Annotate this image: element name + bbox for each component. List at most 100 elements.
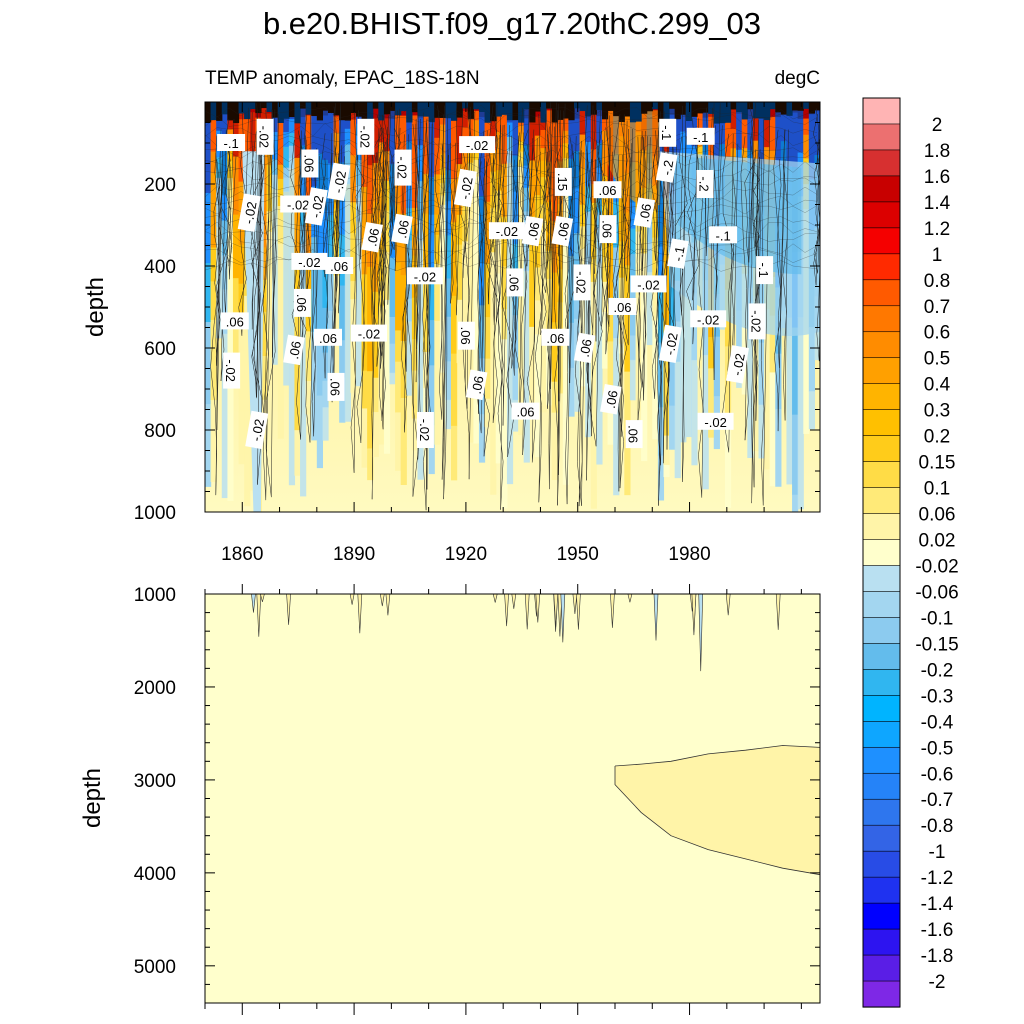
field-cell xyxy=(685,116,693,139)
field-cell xyxy=(255,102,262,114)
field-cell xyxy=(423,102,430,117)
field-cell xyxy=(501,309,508,340)
contour-line xyxy=(406,123,419,497)
field-cell xyxy=(473,110,480,121)
y-tick-label: 3000 xyxy=(134,771,176,792)
field-cell xyxy=(311,102,318,117)
field-cell xyxy=(808,102,816,114)
contour-line xyxy=(269,113,279,358)
field-cell xyxy=(300,225,307,245)
contour-line xyxy=(321,133,333,379)
field-cell xyxy=(333,307,340,342)
field-cell xyxy=(506,162,514,485)
y-tick-label: 4000 xyxy=(134,864,176,885)
contour-label-box xyxy=(245,410,269,450)
field-cell xyxy=(473,129,480,141)
colorbar-swatch xyxy=(862,253,901,281)
colorbar-swatch xyxy=(862,695,901,722)
field-cell xyxy=(557,102,564,120)
field-cell xyxy=(305,115,312,165)
contour-line xyxy=(376,127,385,369)
contour-line xyxy=(813,108,820,286)
colorbar-swatch xyxy=(862,175,901,203)
field-cell xyxy=(283,191,290,386)
field-cell xyxy=(792,327,799,416)
field-cell xyxy=(428,214,435,283)
field-cell xyxy=(451,425,458,481)
contour-label-text: .06 xyxy=(626,425,641,443)
field-cell xyxy=(529,216,536,288)
x-tick-label: 1860 xyxy=(221,544,263,565)
field-cell xyxy=(724,413,732,508)
contour-label: -.02 xyxy=(223,352,241,389)
colorbar-frame xyxy=(862,97,901,1008)
contour-label: -.02 xyxy=(748,303,766,340)
field-cell xyxy=(529,287,536,328)
field-cell xyxy=(803,142,810,159)
contour-label-text: .06 xyxy=(364,227,382,247)
field-cell xyxy=(674,102,681,120)
field-cell xyxy=(294,366,301,431)
contour-line xyxy=(210,153,221,496)
contour-label: -.02 xyxy=(453,168,477,208)
contour-label: .06 xyxy=(541,328,570,346)
contour-label: -.02 xyxy=(406,267,443,285)
contour-label-text: .06 xyxy=(294,294,309,312)
field-cell xyxy=(641,102,648,114)
contour-label-text: -.02 xyxy=(241,200,260,225)
field-cell xyxy=(708,368,715,405)
contour-label-box xyxy=(658,324,682,364)
contour-line xyxy=(378,141,388,430)
field-cell xyxy=(445,361,452,401)
field-cell xyxy=(652,210,659,238)
field-cell xyxy=(221,333,228,499)
field-cell xyxy=(305,331,312,382)
contour-line xyxy=(636,136,643,422)
field-cell xyxy=(277,144,284,166)
field-cell xyxy=(607,187,614,232)
contour-line xyxy=(213,159,223,366)
field-cell xyxy=(322,258,329,309)
contour-label-text: -.02 xyxy=(357,126,372,148)
contour-line xyxy=(380,594,385,607)
contour-label-text: -.02 xyxy=(358,327,380,342)
field-cell xyxy=(758,117,765,179)
field-cell xyxy=(411,102,419,113)
field-cell xyxy=(434,293,441,322)
colorbar-swatch xyxy=(862,669,901,696)
colorbar-label: -0.2 xyxy=(921,660,954,681)
contour-label-box xyxy=(453,168,477,208)
field-cell xyxy=(523,165,530,189)
field-cell xyxy=(244,328,251,507)
colorbar-label: -0.8 xyxy=(921,816,954,837)
field-cell xyxy=(300,102,307,118)
field-cell xyxy=(719,144,726,162)
colorbar-swatch xyxy=(862,980,901,1008)
field-cell xyxy=(523,102,530,119)
field-cell xyxy=(484,201,491,264)
field-cell xyxy=(518,102,525,123)
contour-line xyxy=(549,102,557,390)
field-cell xyxy=(501,266,508,310)
field-cell xyxy=(568,367,575,417)
contour-label-box xyxy=(608,298,637,315)
contour-label-text: -.02 xyxy=(298,255,320,270)
field-cell xyxy=(534,102,542,112)
field-cell xyxy=(657,455,665,501)
contour-line xyxy=(377,147,387,356)
field-cell xyxy=(752,140,760,170)
field-cell xyxy=(400,102,407,112)
field-cell xyxy=(512,191,519,245)
contour-label-text: -.02 xyxy=(496,224,518,239)
field-cell xyxy=(546,202,553,252)
contour-label: .06 xyxy=(283,334,305,366)
colorbar-swatch xyxy=(862,591,901,619)
contour-label: .06 xyxy=(593,181,622,199)
contour-label: -.02 xyxy=(245,410,269,450)
field-cell xyxy=(423,173,430,215)
field-cell xyxy=(551,322,558,383)
colorbar-swatch xyxy=(862,798,901,826)
contour-label-box xyxy=(291,252,328,270)
field-cell xyxy=(462,149,469,173)
field-cell xyxy=(724,116,732,158)
